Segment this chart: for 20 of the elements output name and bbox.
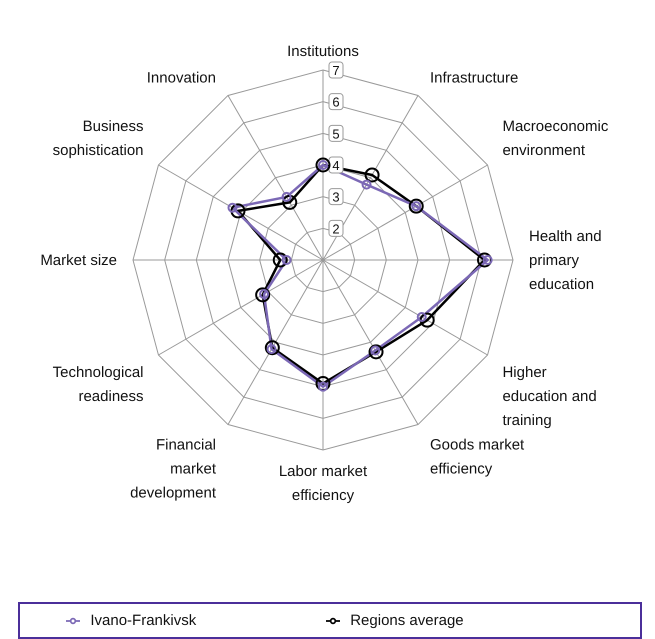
y-tick-label: 2: [332, 221, 340, 236]
y-tick-label: 7: [332, 63, 340, 78]
spoke-label: Infrastructure: [430, 70, 518, 87]
spoke-label: Financial market development: [130, 436, 217, 502]
spoke-label: Macroeconomic environment: [502, 118, 609, 159]
legend-label: Ivano-Frankivsk: [90, 612, 196, 629]
y-tick-label: 4: [332, 158, 340, 173]
spoke-label: Market size: [40, 252, 117, 269]
spoke-label: Labor market efficiency: [278, 463, 368, 504]
legend-label: Regions average: [350, 612, 464, 629]
y-tick-label: 5: [332, 126, 340, 142]
y-tick-label: 6: [332, 94, 340, 110]
spoke-label: Innovation: [146, 70, 216, 87]
spoke-label: Health and primary education: [529, 228, 602, 293]
spoke-label: Institutions: [287, 43, 359, 60]
y-tick-label: 3: [332, 190, 340, 205]
spoke-label: Higher education and training: [502, 364, 597, 429]
spoke-label: Business sophistication: [52, 118, 144, 159]
spoke-label: Technological readiness: [52, 364, 144, 405]
spoke-label: Goods market efficiency: [430, 436, 526, 478]
